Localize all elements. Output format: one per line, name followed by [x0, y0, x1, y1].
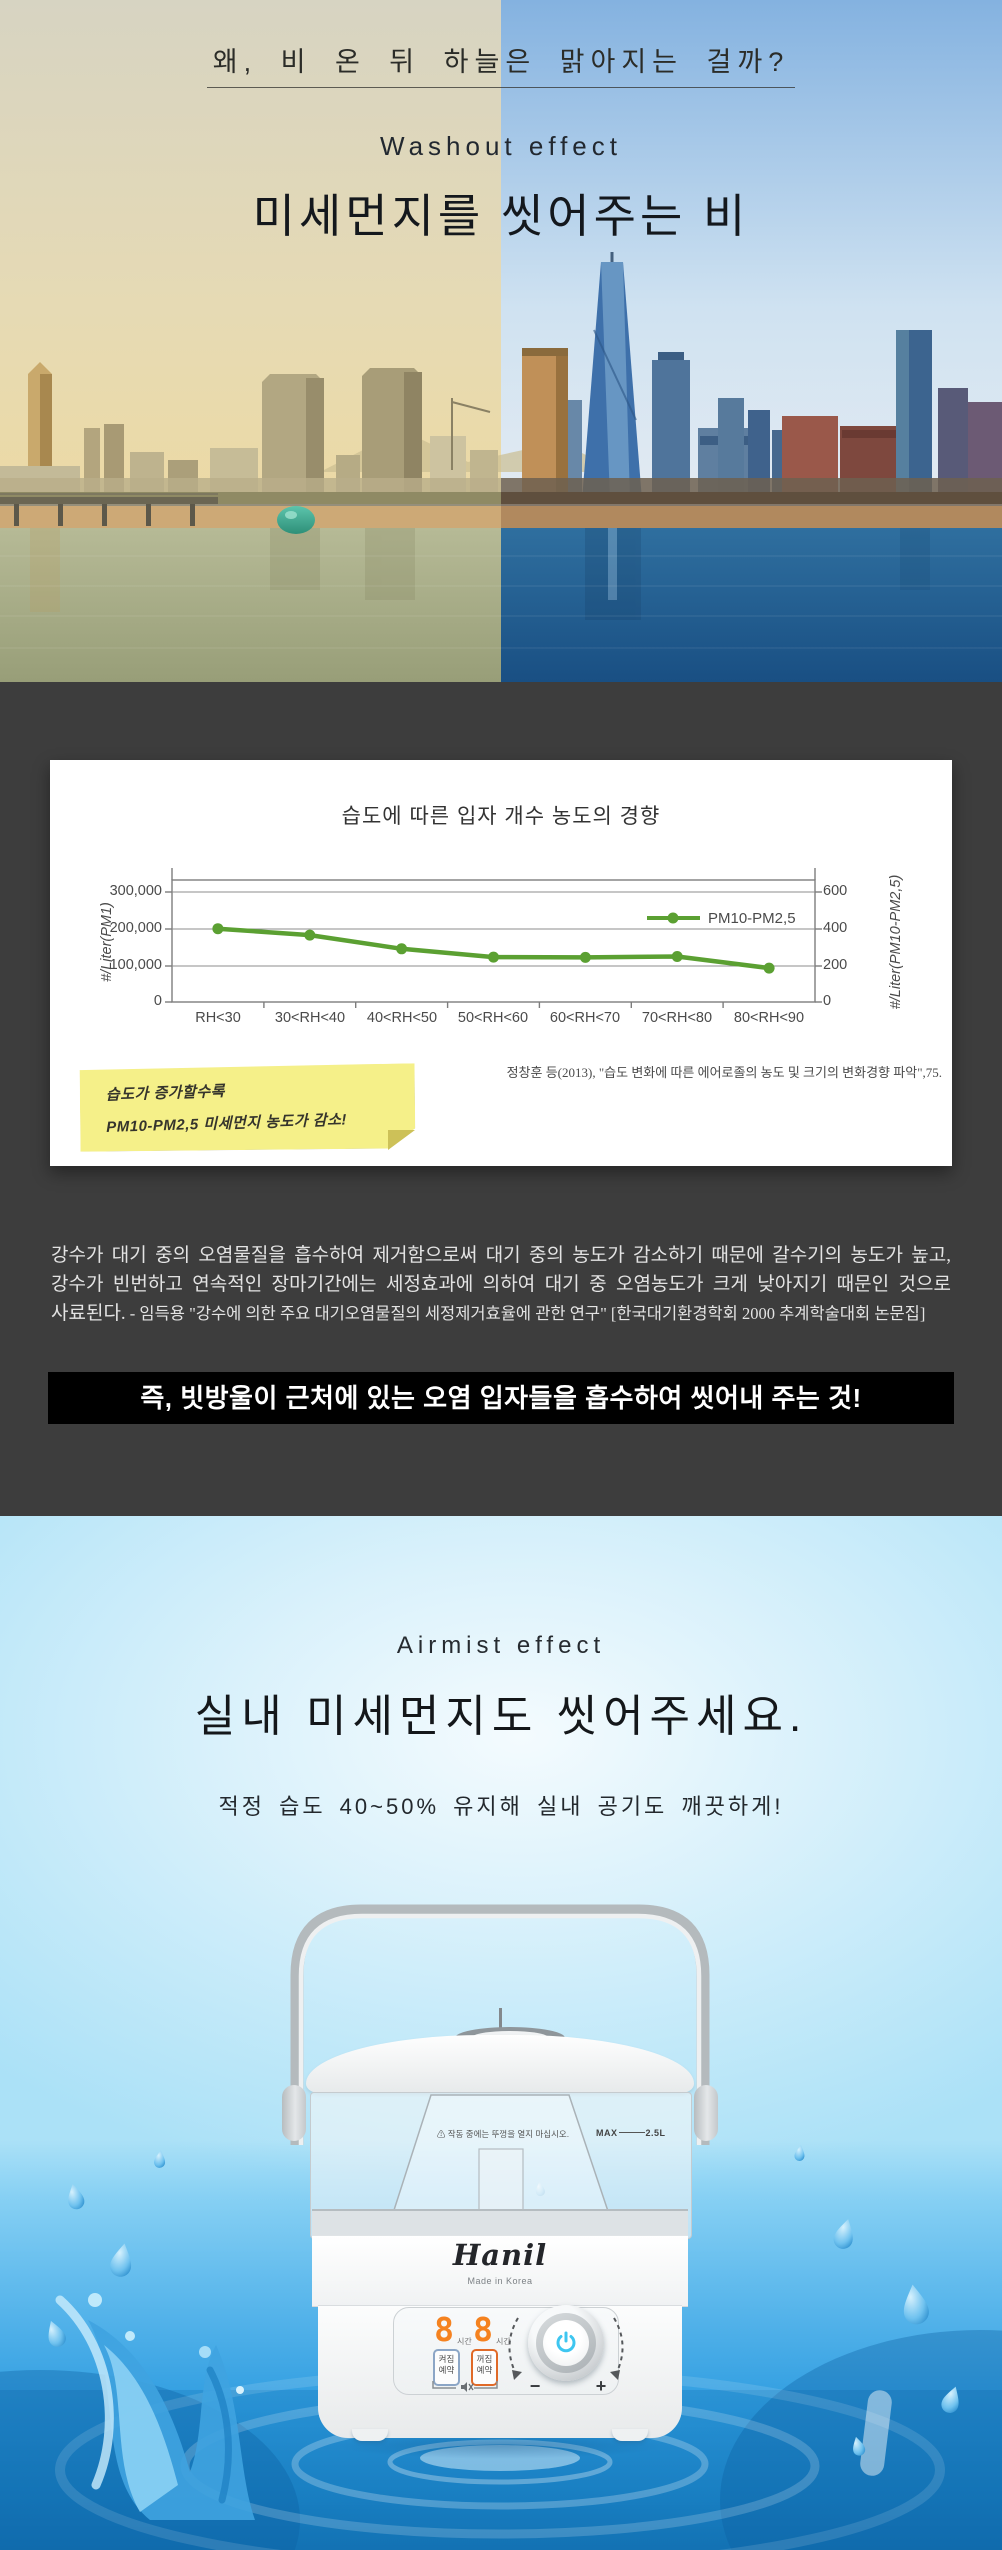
mute-icon — [432, 2381, 498, 2392]
right-clear-buildings — [501, 252, 1002, 502]
xtick-2: 40<RH<50 — [366, 1010, 438, 1026]
conclusion-banner: 즉, 빗방울이 근처에 있는 오염 입자들을 흡수하여 씻어내 주는 것! — [48, 1372, 954, 1424]
xtick-5: 70<RH<80 — [641, 1010, 713, 1026]
timer-on-button: 켜짐 예약 — [433, 2349, 460, 2386]
sticky-note: 습도가 증가할수록 PM10-PM2,5 미세먼지 농도가 감소! — [80, 1063, 416, 1152]
knob-plus-label: + — [595, 2376, 607, 2396]
power-icon — [556, 2331, 576, 2353]
sticky-note-line2: PM10-PM2,5 미세먼지 농도가 감소! — [105, 1111, 348, 1136]
hero-question: 왜, 비 온 뒤 하늘은 맑아지는 걸까? — [212, 47, 790, 77]
timer-off-label-line2: 예약 — [476, 2364, 493, 2375]
timer-digit-left: 8 — [434, 2310, 454, 2349]
ytick-right-2: 400 — [823, 920, 848, 936]
ytick-left-0: 0 — [153, 993, 162, 1009]
airmist-subtitle: Airmist effect — [396, 1632, 606, 1659]
sticky-note-line1: 습도가 증가할수록 — [105, 1082, 226, 1104]
legend-label: PM10-PM2,5 — [708, 910, 796, 927]
lid-pin — [499, 2008, 502, 2032]
airmist-tagline: 적정 습도 40~50% 유지해 실내 공기도 깨끗하게! — [218, 1794, 784, 1819]
paragraph-text: 강수가 대기 중의 오염물질을 흡수하여 제거함으로써 대기 중의 농도가 감소… — [51, 1245, 951, 1324]
xtick-3: 50<RH<60 — [457, 1010, 529, 1026]
bridge — [0, 493, 218, 526]
foot-left — [352, 2429, 388, 2441]
ytick-right-3: 600 — [823, 883, 848, 899]
made-in-korea-label: Made in Korea — [467, 2276, 533, 2286]
timer-off-label-line1: 꺼짐 — [476, 2354, 493, 2364]
ytick-right-0: 0 — [823, 993, 832, 1009]
hero-section: 왜, 비 온 뒤 하늘은 맑아지는 걸까? Washout effect 미세먼… — [0, 0, 1002, 682]
timer-unit-right: 시간 — [496, 2337, 511, 2346]
legend-marker — [647, 912, 700, 924]
chart-title: 습도에 따른 입자 개수 농도의 경향 — [341, 805, 661, 828]
line-chart — [165, 868, 822, 1008]
washout-section: 습도에 따른 입자 개수 농도의 경향 — [0, 682, 1002, 1516]
handle-pivot-right — [694, 2085, 718, 2141]
washout-paragraph: 강수가 대기 중의 오염물질을 흡수하여 제거함으로써 대기 중의 농도가 감소… — [51, 1241, 951, 1328]
xtick-6: 80<RH<90 — [733, 1010, 805, 1026]
max-label: MAX — [596, 2128, 618, 2138]
timer-digit-right: 8 — [473, 2310, 493, 2349]
capacity-value: 2.5L — [645, 2128, 666, 2138]
humidity-chart-card: 습도에 따른 입자 개수 농도의 경향 — [50, 760, 952, 1166]
tank-water-level — [312, 2209, 688, 2239]
xtick-0: RH<30 — [195, 1010, 241, 1026]
humidifier-product: ⚠ 작동 중에는 뚜껑을 열지 마십시오. MAX 2.5L Hanil Made… — [280, 1880, 720, 2460]
handle-pivot-left — [282, 2085, 306, 2141]
left-axis-title: #/Liter(PM1) — [99, 902, 115, 982]
hero-divider — [207, 87, 795, 88]
hero-subtitle: Washout effect — [380, 131, 622, 161]
timer-off-button: 꺼짐 예약 — [471, 2349, 498, 2386]
paragraph-source: - 임득용 "강수에 의한 주요 대기오염물질의 세정제거효율에 관한 연구" … — [125, 1304, 926, 1323]
knob-minus-label: − — [529, 2376, 541, 2396]
ytick-left-2: 200,000 — [109, 920, 162, 936]
ytick-left-1: 100,000 — [109, 957, 162, 973]
splash-left — [55, 2293, 255, 2520]
rotary-knob-center — [543, 2320, 589, 2366]
right-axis-title: #/Liter(PM10-PM2,5) — [888, 874, 904, 1010]
water-tank — [310, 2092, 692, 2239]
ytick-left-3: 300,000 — [109, 883, 162, 899]
chart-citation: 정창훈 등(2013), "습도 변화에 따른 에어로졸의 농도 및 크기의 변… — [506, 1065, 942, 1080]
carry-handle — [290, 1904, 710, 2145]
brand-logo: Hanil — [452, 2238, 548, 2272]
lid-warning-text: ⚠ 작동 중에는 뚜껑을 열지 마십시오. — [436, 2129, 570, 2139]
knob-rotation-arrows — [508, 2317, 624, 2380]
city-skyline-illustration — [0, 0, 1002, 682]
timer-on-label-line1: 켜짐 — [438, 2354, 455, 2364]
dome-landmark — [277, 506, 315, 534]
ytick-right-1: 200 — [823, 957, 848, 973]
xtick-1: 30<RH<40 — [274, 1010, 346, 1026]
timer-unit-left: 시간 — [457, 2337, 472, 2346]
max-capacity-label: MAX 2.5L — [596, 2128, 666, 2138]
max-underline — [618, 2132, 645, 2134]
hero-title: 미세먼지를 씻어주는 비 — [252, 190, 750, 242]
timer-on-label-line2: 예약 — [438, 2364, 455, 2375]
brand-band — [312, 2235, 688, 2307]
pm10-pm25-series — [212, 923, 775, 974]
left-hazy-buildings — [0, 362, 501, 502]
foot-right — [612, 2429, 648, 2441]
airmist-title: 실내 미세먼지도 씻어주세요. — [194, 1692, 808, 1741]
xtick-4: 60<RH<70 — [549, 1010, 621, 1026]
